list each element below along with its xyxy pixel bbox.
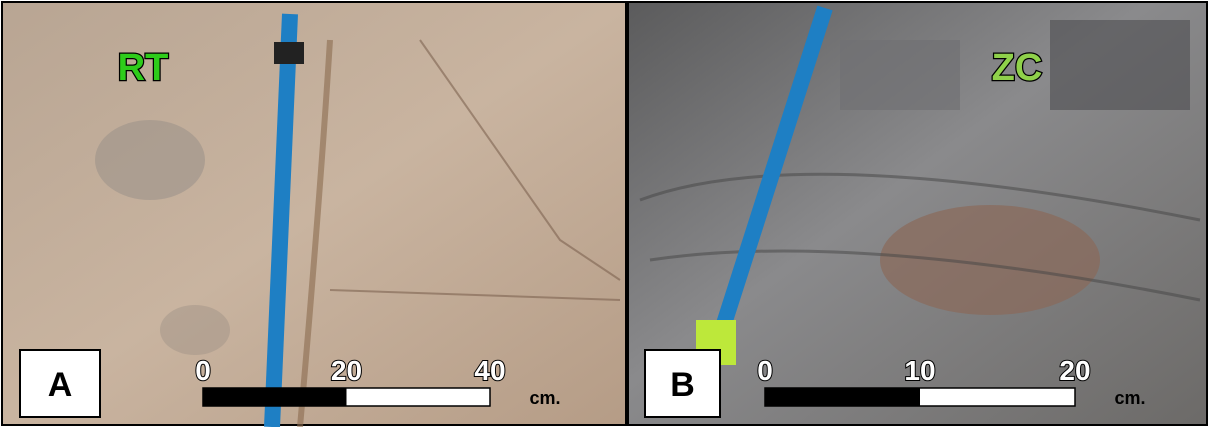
scale-tick-label: 20	[1059, 355, 1090, 386]
scale-tick-label: 0	[195, 355, 211, 386]
scale-unit: cm.	[529, 388, 560, 408]
scale-unit: cm.	[1114, 388, 1145, 408]
scale-tick-label: 20	[331, 355, 362, 386]
scale-bar-black	[765, 388, 920, 406]
scale-tick-label: 0	[757, 355, 773, 386]
scale-tick-label: 40	[474, 355, 505, 386]
scale-tick-label: 10	[904, 355, 935, 386]
page: RTA02040cm.ZCB01020cm. (() => { const da…	[0, 0, 1209, 427]
figure: RT A 0 20 40 cm. ZC B 0 10 20 cm.	[0, 0, 1209, 427]
panel-label: B	[670, 366, 695, 404]
panel-label: A	[48, 366, 73, 404]
rock-label: ZC	[992, 47, 1043, 89]
scale-bar-black	[203, 388, 347, 406]
rock-label: RT	[118, 47, 169, 89]
